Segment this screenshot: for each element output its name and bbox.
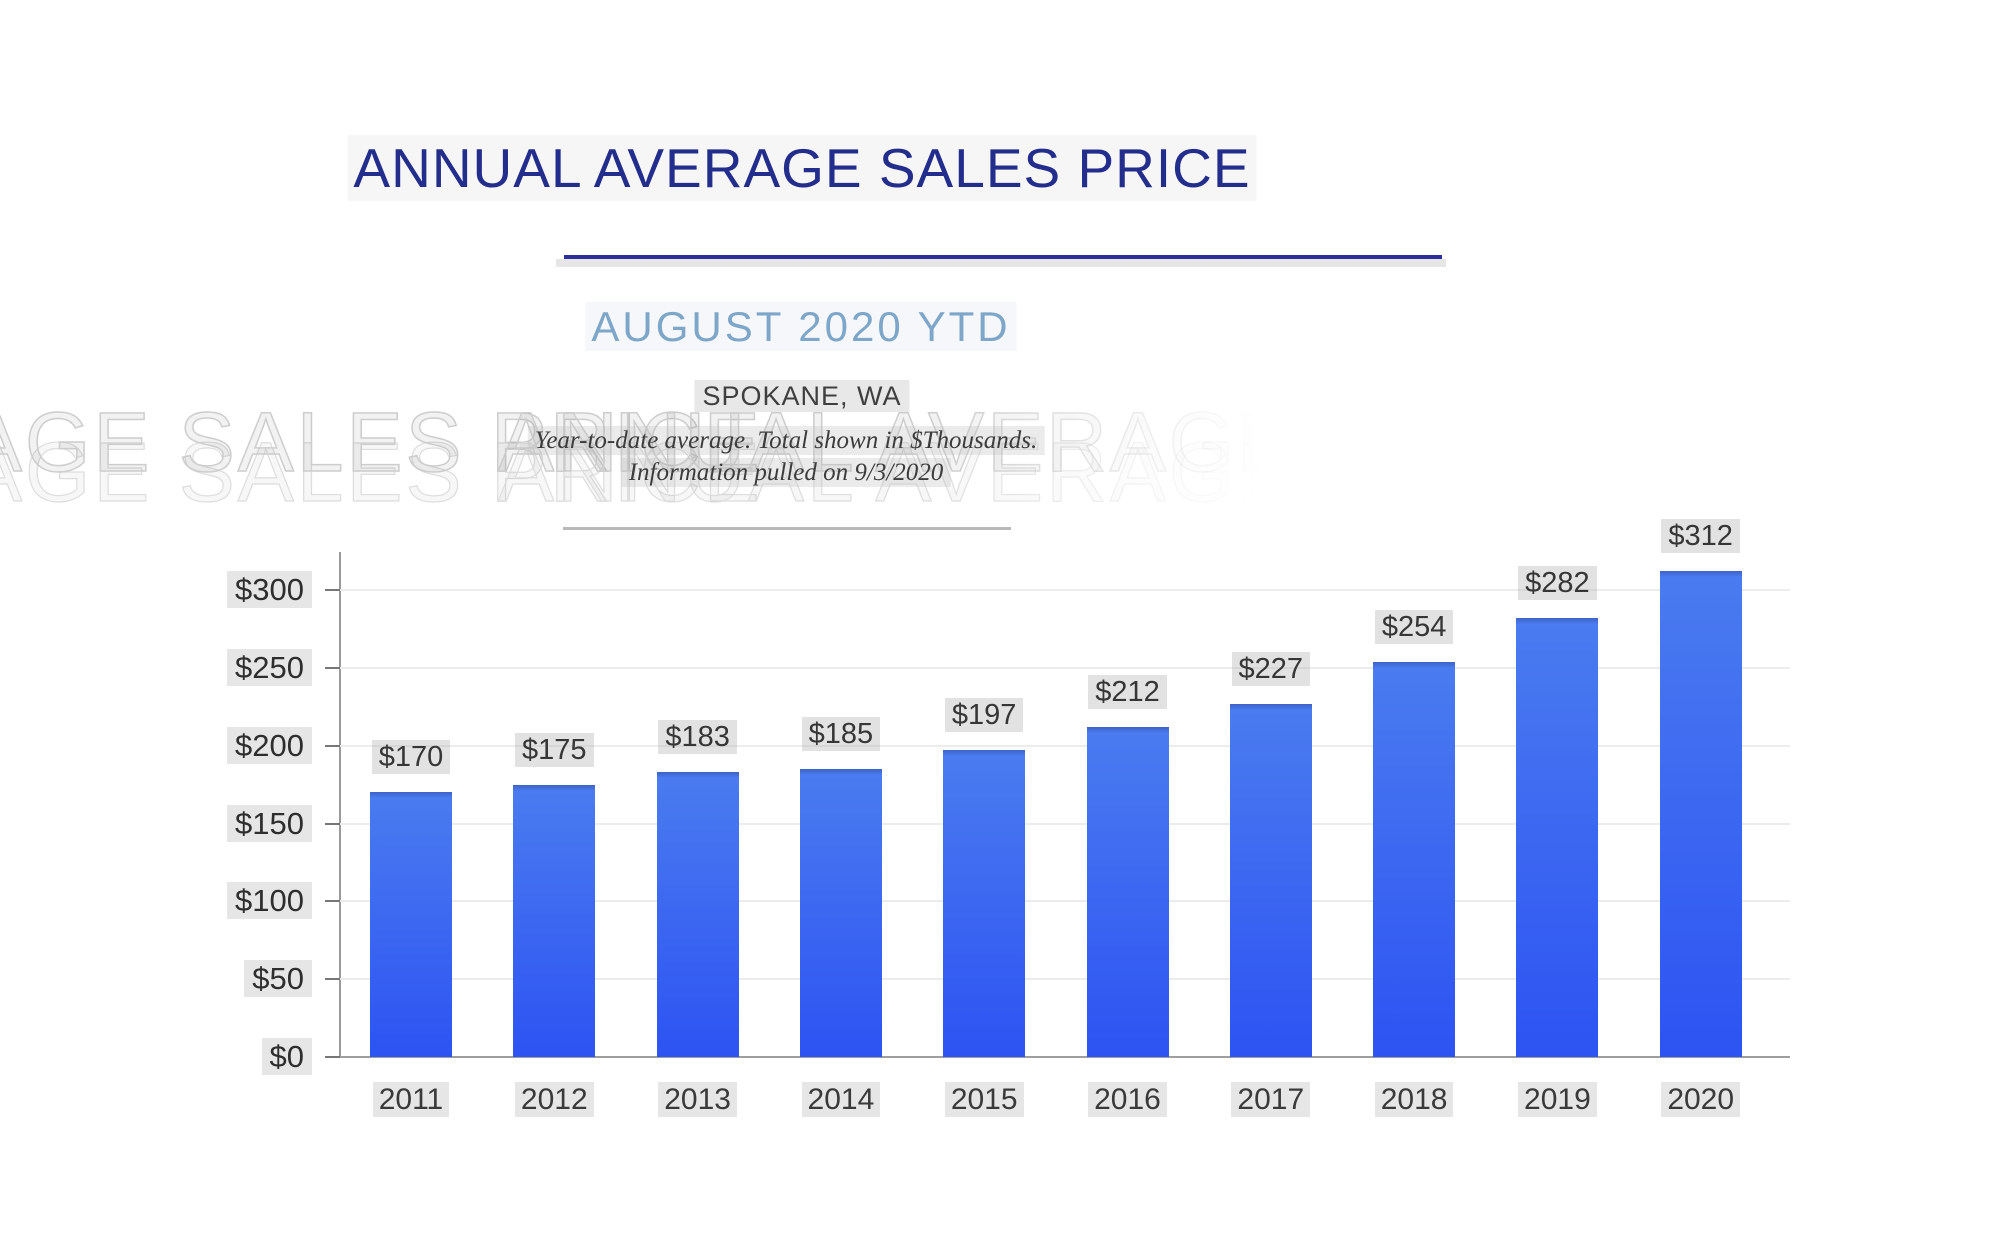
x-tick-label: 2013 [613,1082,783,1117]
title-underline [564,255,1442,259]
x-tick-label: 2016 [1043,1082,1213,1117]
gridline [340,589,1790,591]
watermark-text-right: ANNUAL AVERAGE [497,394,1297,490]
y-tick-label: $300 [227,571,312,608]
y-axis-labels: $0 $50 $100 $150 $200 $250 $300 [150,540,312,1075]
note-line-1: Year-to-date average. Total shown in $Th… [527,426,1045,455]
bar-value-label: $312 [1616,519,1786,554]
bar-2020 [1659,571,1742,1057]
bar-value-text: $183 [658,720,737,755]
bar-value-text: $170 [371,740,451,775]
bar-value-text: $254 [1374,609,1454,644]
watermark-underline [563,527,1011,530]
y-axis-tick [325,822,340,825]
x-axis-line [326,1056,1790,1058]
x-tick-label-text: 2013 [658,1082,737,1117]
page-subtitle-text: AUGUST 2020 YTD [585,302,1017,351]
x-tick-label-text: 2014 [801,1082,881,1117]
y-tick-label-text: $0 [261,1038,312,1075]
x-tick-label: 2011 [326,1082,496,1117]
bar-2012 [513,784,596,1057]
x-tick-label-text: 2017 [1231,1082,1311,1117]
watermark-text-right-echo: ANNUAL AVERAGE [497,424,1297,519]
location-label-text: SPOKANE, WA [694,380,910,412]
bar-2011 [370,792,452,1057]
x-tick-label: 2014 [756,1082,926,1117]
y-tick-label: $100 [227,882,312,920]
bar-value-text: $197 [944,698,1024,733]
bar-value-label: $170 [326,740,496,775]
bar-value-text: $175 [515,732,594,767]
plot-area: $170 2011 $175 2012 $183 2013 $185 2014 $197 2015… [325,519,1790,1117]
bar-value-label: $175 [469,732,639,767]
watermark-text-left: AGE SALES PRICE [0,394,763,490]
page-title-text: ANNUAL AVERAGE SALES PRICE [347,135,1257,201]
bar-value-label: $212 [1043,675,1213,709]
x-tick-label-text: 2015 [944,1082,1024,1117]
y-axis-tick [325,744,340,747]
bar-2019 [1516,618,1599,1057]
x-tick-label: 2012 [469,1082,639,1117]
y-axis-line [339,552,341,1057]
y-axis-tick [325,666,340,669]
y-axis-tick [325,978,340,981]
y-tick-label: $250 [227,648,312,686]
gridline [340,744,1790,747]
y-tick-label-text: $150 [227,804,312,842]
y-tick-label: $50 [244,960,312,998]
bar-value-text: $282 [1518,566,1597,601]
bar-value-label: $282 [1472,566,1642,601]
x-tick-label-text: 2020 [1661,1082,1741,1117]
bar-value-label: $254 [1329,609,1499,644]
bar-value-label: $197 [899,698,1069,733]
bar-2014 [799,769,882,1057]
y-axis-tick [325,1056,340,1058]
page-title: ANNUAL AVERAGE SALES PRICE [347,135,1257,201]
x-tick-label: 2017 [1186,1082,1356,1117]
location-label: SPOKANE, WA [694,380,910,412]
gridline [340,666,1790,669]
bar-2017 [1229,703,1312,1057]
x-tick-label-text: 2018 [1374,1082,1454,1117]
bar-2013 [656,772,739,1057]
gridline [340,900,1790,903]
x-tick-label: 2020 [1616,1082,1786,1117]
y-tick-label-text: $300 [227,571,312,608]
y-tick-label-text: $250 [227,648,312,686]
bar-2015 [943,750,1026,1057]
bar-2018 [1373,661,1456,1057]
y-tick-label-text: $200 [227,726,312,764]
x-tick-label: 2018 [1329,1082,1499,1117]
x-tick-label: 2019 [1472,1082,1642,1117]
x-tick-label-text: 2019 [1518,1082,1597,1117]
bar-value-text: $185 [801,717,881,752]
page-subtitle: AUGUST 2020 YTD [585,302,1017,351]
note-line-2: Information pulled on 9/3/2020 [621,458,951,487]
bar-value-label: $227 [1186,651,1356,686]
x-tick-label-text: 2012 [514,1082,594,1117]
bar-2016 [1086,727,1169,1057]
y-tick-label-text: $100 [227,882,312,920]
x-tick-label-text: 2016 [1088,1082,1167,1117]
bar-value-text: $212 [1088,675,1167,709]
y-axis-tick [325,900,340,903]
y-tick-label: $200 [227,726,312,764]
gridline [340,822,1790,825]
bar-value-label: $185 [756,717,926,752]
bar-value-text: $227 [1231,651,1311,686]
gridline [340,978,1790,981]
watermark-text-left-echo: AGE SALES PRICE [0,424,763,519]
y-tick-label: $0 [261,1038,312,1075]
y-tick-label-text: $50 [244,960,312,998]
y-tick-label: $150 [227,804,312,842]
title-underline-shadow [556,259,1446,267]
x-tick-label: 2015 [899,1082,1069,1117]
bar-value-label: $183 [613,720,783,755]
x-tick-label-text: 2011 [372,1082,450,1117]
bar-value-text: $312 [1661,519,1740,554]
note-line-2-text: Information pulled on 9/3/2020 [621,458,951,487]
note-line-1-text: Year-to-date average. Total shown in $Th… [527,426,1045,455]
y-axis-tick [325,589,340,591]
